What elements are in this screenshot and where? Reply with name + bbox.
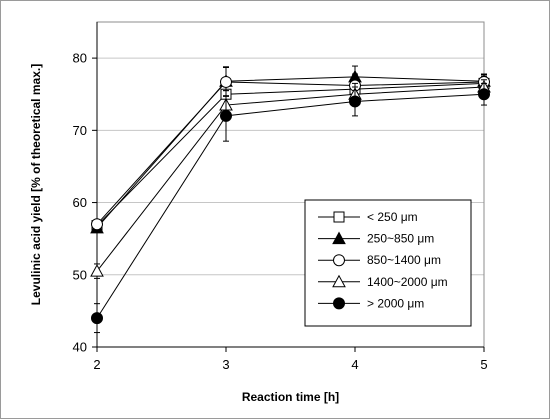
legend-label: > 2000 μm — [367, 296, 424, 310]
legend-label: 250~850 μm — [367, 232, 434, 246]
legend-item: < 250 μm — [318, 210, 418, 224]
legend-item: 1400~2000 μm — [318, 274, 448, 289]
series-line — [96, 86, 485, 272]
legend-box — [304, 199, 472, 327]
legend-label: 1400~2000 μm — [367, 275, 448, 289]
data-point — [220, 109, 232, 122]
y-tick-label: 60 — [73, 195, 87, 210]
y-tick-label: 70 — [73, 123, 87, 138]
legend-item: > 2000 μm — [318, 296, 424, 310]
triangle-marker — [332, 274, 346, 288]
series-5 — [91, 82, 490, 334]
data-point — [349, 95, 361, 108]
series-line — [96, 81, 485, 225]
data-point — [91, 218, 103, 231]
data-point — [90, 264, 104, 277]
x-tick-label: 4 — [351, 357, 358, 372]
data-point — [220, 75, 232, 88]
legend-item: 250~850 μm — [318, 231, 434, 246]
filled-triangle-marker — [332, 231, 346, 245]
data-point — [91, 312, 103, 325]
legend-label: 850~1400 μm — [367, 253, 441, 267]
x-tick-label: 3 — [222, 357, 229, 372]
axes: 40 50 60 70 80 2 3 4 5 — [73, 22, 488, 372]
circle-marker — [333, 254, 345, 267]
y-tick-label: 50 — [73, 267, 87, 282]
x-tick-label: 5 — [480, 357, 487, 372]
series-line — [96, 82, 485, 227]
series-line — [96, 93, 485, 319]
legend-item: 850~1400 μm — [318, 253, 441, 267]
y-axis-title: Levulinic acid yield [% of theoretical m… — [29, 64, 43, 305]
x-axis-title: Reaction time [h] — [242, 390, 339, 404]
square-marker — [333, 211, 345, 223]
legend-label: < 250 μm — [367, 210, 418, 224]
series-line — [96, 76, 485, 229]
data-point — [478, 88, 490, 101]
legend: < 250 μm 250~850 μm 850~1400 μm 1400~2000 μ… — [304, 199, 472, 327]
filled-circle-marker — [333, 297, 345, 310]
series-layer — [90, 65, 491, 334]
y-tick-label: 40 — [73, 340, 87, 355]
x-tick-label: 2 — [93, 357, 100, 372]
y-tick-label: 80 — [73, 51, 87, 66]
